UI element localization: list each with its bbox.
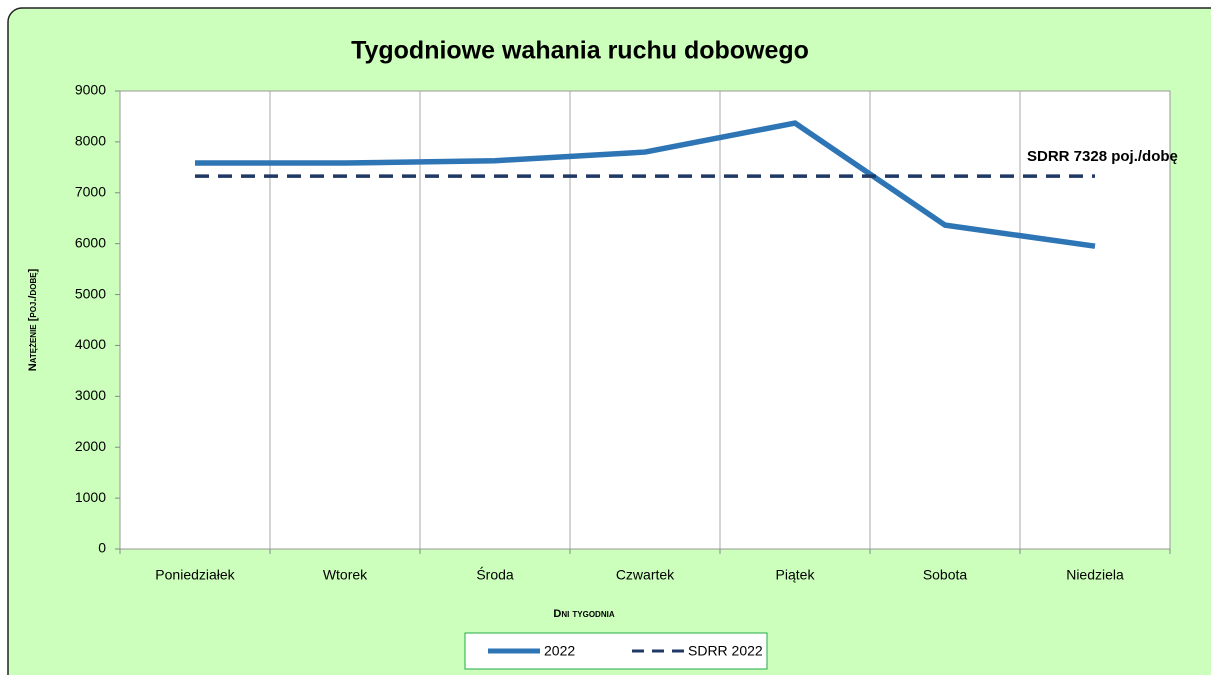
plot-area <box>119 90 1171 550</box>
y-axis-label: Natężenie [poj./dobę] <box>27 268 39 371</box>
series-line <box>195 120 1096 249</box>
x-axis-label: Dni tygodnia <box>553 608 614 620</box>
y-tick-label: 6000 <box>75 234 106 250</box>
y-tick-label: 3000 <box>75 387 106 403</box>
y-tick-label: 9000 <box>75 82 106 98</box>
legend-label: 2022 <box>544 643 575 659</box>
x-tick-label: Wtorek <box>323 567 368 583</box>
y-tick-label: 5000 <box>75 285 106 301</box>
y-tick-label: 2000 <box>75 438 106 454</box>
legend <box>464 632 768 670</box>
y-tick-label: 7000 <box>75 183 106 199</box>
y-tick-label: 0 <box>98 540 106 556</box>
annotation: SDRR 7328 poj./dobę <box>1027 148 1178 165</box>
x-tick-label: Sobota <box>923 567 968 583</box>
y-tick-label: 1000 <box>75 489 106 505</box>
x-tick-label: Czwartek <box>616 567 675 583</box>
x-tick-label: Niedziela <box>1066 567 1124 583</box>
y-tick-label: 4000 <box>75 336 106 352</box>
y-tick-label: 8000 <box>75 133 106 149</box>
x-tick-label: Poniedziałek <box>155 567 235 583</box>
chart-title: Tygodniowe wahania ruchu dobowego <box>351 37 809 65</box>
legend-label: SDRR 2022 <box>688 643 763 659</box>
x-tick-label: Piątek <box>776 567 816 583</box>
x-tick-label: Środa <box>476 566 514 583</box>
